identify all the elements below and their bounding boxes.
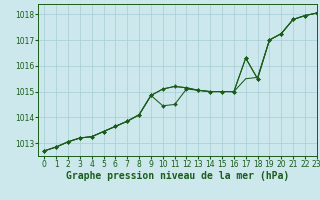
X-axis label: Graphe pression niveau de la mer (hPa): Graphe pression niveau de la mer (hPa) <box>66 171 289 181</box>
